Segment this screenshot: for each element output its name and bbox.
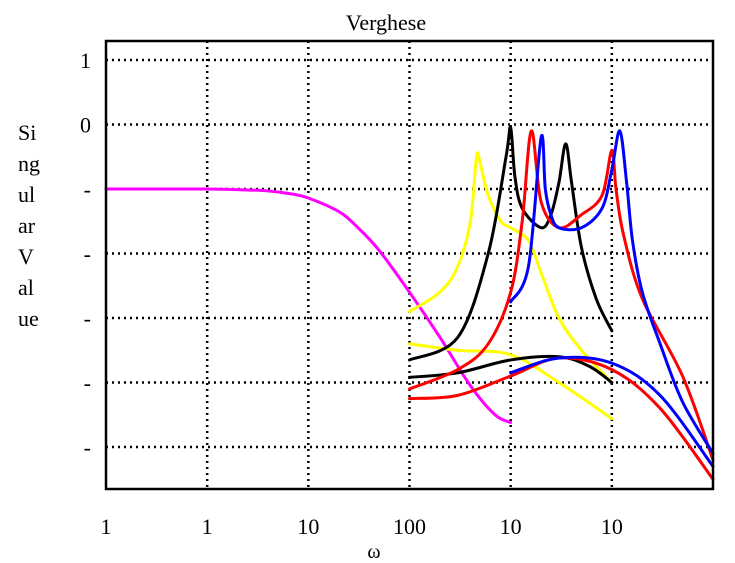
y-tick-label: 1 [80,48,91,73]
x-tick-label: 100 [393,514,426,539]
y-axis-label-line: Si [18,120,36,145]
x-tick-label: 1 [101,514,112,539]
y-axis-label-line: ue [18,306,39,331]
y-axis-label-line: ng [18,151,40,176]
chart-title: Verghese [346,10,426,35]
x-axis-label: ω [367,541,380,563]
y-tick-labels: 1 0 - - - - - [80,48,91,460]
y-tick-label: - [84,371,91,396]
y-axis-label-line: ar [18,213,36,238]
series-line-7 [408,356,715,481]
x-tick-label: 10 [500,514,522,539]
plot-frame [104,39,715,491]
x-tick-label: 10 [297,514,319,539]
grid-lines [106,41,713,489]
y-tick-label: - [84,242,91,267]
series-lines [104,125,715,481]
y-tick-label: - [84,177,91,202]
series-line-9 [509,355,715,468]
y-axis-label-line: V [18,244,34,269]
x-tick-labels: 1 1 10 100 10 10 [101,514,623,539]
y-tick-label: 0 [80,113,91,138]
y-tick-label: - [84,306,91,331]
y-tick-label: - [84,435,91,460]
y-axis-label-line: al [18,275,34,300]
series-line-2 [408,151,614,384]
x-tick-label: 1 [202,514,213,539]
x-tick-label: 10 [601,514,623,539]
series-line-8 [509,129,715,455]
series-line-4 [408,125,614,362]
y-axis-label-line: ul [18,182,35,207]
series-line-6 [408,129,715,462]
